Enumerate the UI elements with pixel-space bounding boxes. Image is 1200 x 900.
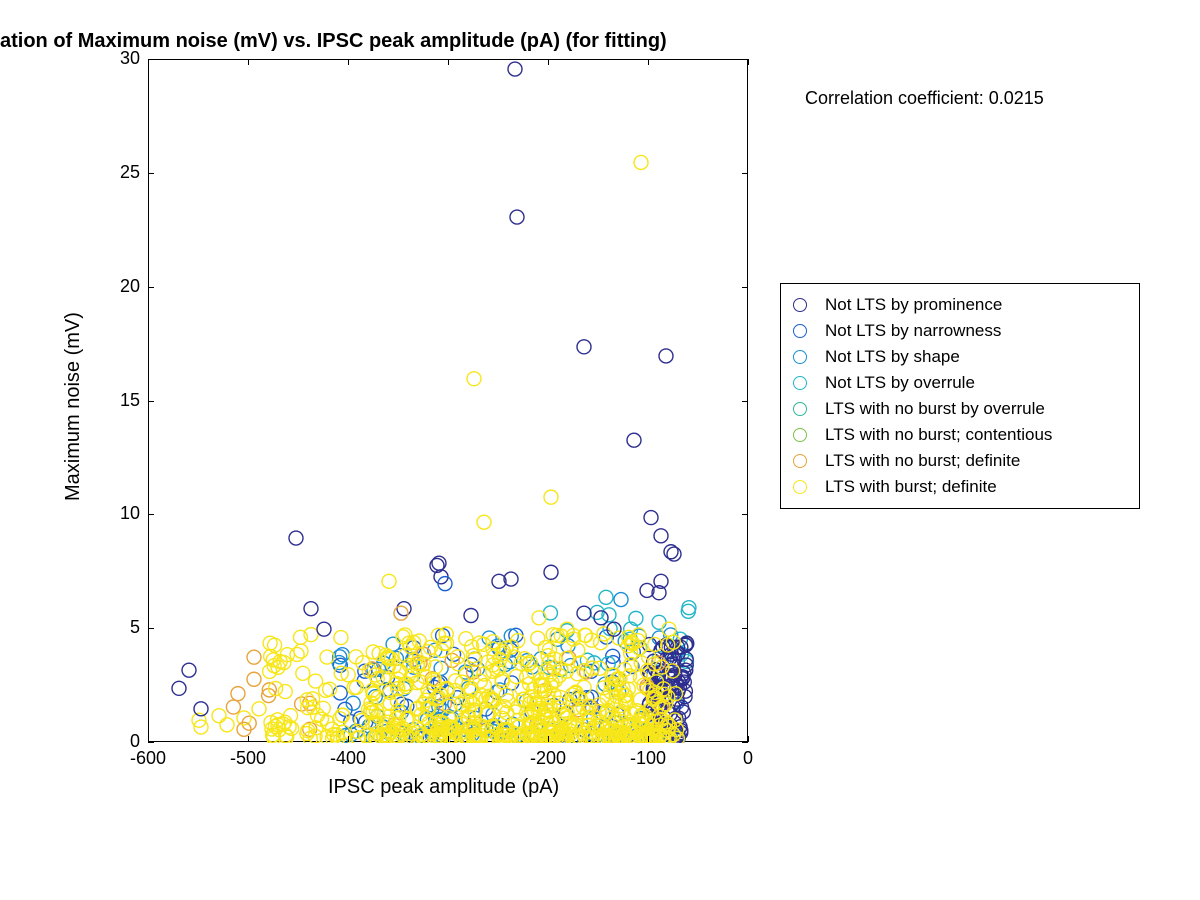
legend-row: LTS with burst; definite bbox=[793, 474, 1127, 500]
y-tick-label: 30 bbox=[100, 48, 140, 69]
legend-marker-icon bbox=[793, 298, 807, 312]
legend-row: Not LTS by overrule bbox=[793, 370, 1127, 396]
legend-row: LTS with no burst; contentious bbox=[793, 422, 1127, 448]
legend-marker-icon bbox=[793, 480, 807, 494]
scatter-points bbox=[149, 60, 749, 743]
legend-row: Not LTS by prominence bbox=[793, 292, 1127, 318]
legend-marker-icon bbox=[793, 376, 807, 390]
legend: Not LTS by prominence Not LTS by narrowne… bbox=[780, 283, 1140, 509]
legend-marker-icon bbox=[793, 350, 807, 364]
legend-label: LTS with burst; definite bbox=[825, 477, 997, 497]
legend-marker-icon bbox=[793, 428, 807, 442]
legend-label: LTS with no burst by overrule bbox=[825, 399, 1045, 419]
legend-row: Not LTS by narrowness bbox=[793, 318, 1127, 344]
legend-marker-icon bbox=[793, 402, 807, 416]
x-tick-label: 0 bbox=[718, 748, 778, 769]
x-axis-label: IPSC peak amplitude (pA) bbox=[328, 776, 559, 799]
legend-row: Not LTS by shape bbox=[793, 344, 1127, 370]
x-tick-label: -300 bbox=[418, 748, 478, 769]
legend-label: LTS with no burst; definite bbox=[825, 451, 1020, 471]
legend-label: Not LTS by shape bbox=[825, 347, 960, 367]
x-tick-label: -500 bbox=[218, 748, 278, 769]
legend-marker-icon bbox=[793, 454, 807, 468]
legend-label: LTS with no burst; contentious bbox=[825, 425, 1052, 445]
legend-label: Not LTS by prominence bbox=[825, 295, 1002, 315]
legend-label: Not LTS by narrowness bbox=[825, 321, 1001, 341]
scatter-plot-area bbox=[148, 59, 748, 742]
correlation-coefficient-text: Correlation coefficient: 0.0215 bbox=[805, 88, 1044, 109]
x-tick-label: -600 bbox=[118, 748, 178, 769]
y-tick-label: 25 bbox=[100, 162, 140, 183]
x-tick-label: -200 bbox=[518, 748, 578, 769]
legend-row: LTS with no burst; definite bbox=[793, 448, 1127, 474]
y-axis-label: Maximum noise (mV) bbox=[62, 312, 85, 501]
x-tick-label: -400 bbox=[318, 748, 378, 769]
legend-label: Not LTS by overrule bbox=[825, 373, 975, 393]
legend-row: LTS with no burst by overrule bbox=[793, 396, 1127, 422]
x-tick-label: -100 bbox=[618, 748, 678, 769]
y-tick-label: 20 bbox=[100, 276, 140, 297]
legend-marker-icon bbox=[793, 324, 807, 338]
y-tick-label: 10 bbox=[100, 503, 140, 524]
y-tick-label: 5 bbox=[100, 617, 140, 638]
y-tick-label: 15 bbox=[100, 390, 140, 411]
